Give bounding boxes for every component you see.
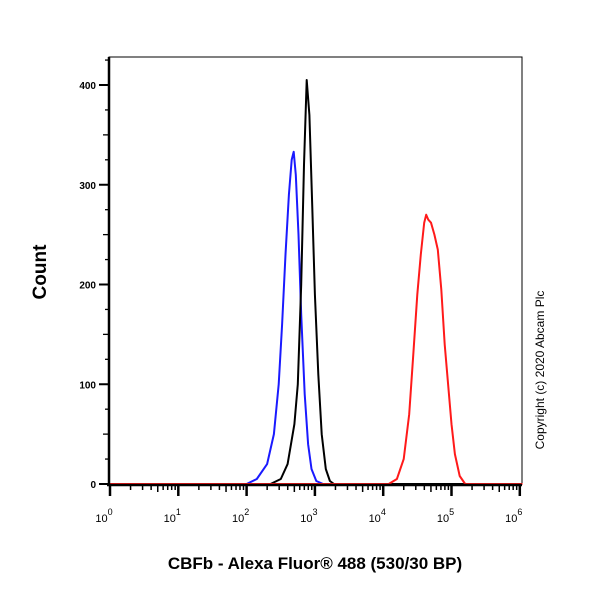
- x-tick-exponent: 2: [244, 507, 249, 517]
- x-tick-exponent: 5: [449, 507, 454, 517]
- y-tick-label: 400: [79, 81, 96, 92]
- copyright-annotation: Copyright (c) 2020 Abcam Plc: [533, 291, 547, 450]
- x-tick-label: 101: [164, 507, 181, 525]
- plot-frame: [108, 56, 523, 485]
- x-tick-label: 100: [95, 507, 112, 525]
- x-axis-label: CBFb - Alexa Fluor® 488 (530/30 BP): [168, 554, 462, 573]
- series-line-blue: [110, 150, 523, 485]
- x-tick-base: 10: [95, 513, 107, 525]
- series-layer: [110, 79, 523, 485]
- series-line-black: [110, 79, 523, 485]
- x-tick-base: 10: [164, 513, 176, 525]
- y-tick-label: 200: [79, 281, 96, 292]
- x-tick-label: 103: [300, 507, 317, 525]
- x-tick-base: 10: [369, 513, 381, 525]
- x-tick-exponent: 0: [108, 507, 113, 517]
- series-line-red: [110, 213, 523, 485]
- y-tick-label: 0: [90, 480, 96, 491]
- y-tick-label: 300: [79, 181, 96, 192]
- x-tick-label: 104: [369, 507, 386, 525]
- x-tick-exponent: 4: [381, 507, 386, 517]
- y-axis-label: Count: [30, 244, 51, 300]
- x-tick-exponent: 1: [176, 507, 181, 517]
- x-tick-exponent: 3: [313, 507, 318, 517]
- x-tick-base: 10: [232, 513, 244, 525]
- x-tick-exponent: 6: [517, 507, 522, 517]
- y-tick-label: 100: [79, 380, 96, 391]
- x-tick-label: 105: [437, 507, 454, 525]
- x-tick-base: 10: [300, 513, 312, 525]
- x-tick-label: 102: [232, 507, 249, 525]
- x-tick-base: 10: [505, 513, 517, 525]
- x-tick-base: 10: [437, 513, 449, 525]
- x-tick-label: 106: [505, 507, 522, 525]
